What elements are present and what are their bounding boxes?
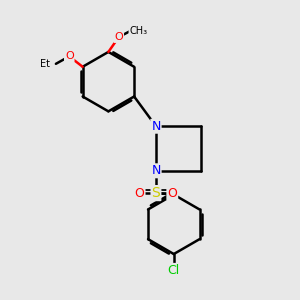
Text: Cl: Cl xyxy=(168,264,180,277)
Text: S: S xyxy=(152,186,160,200)
Text: O: O xyxy=(135,187,145,200)
Text: Et: Et xyxy=(40,59,50,69)
Text: CH₃: CH₃ xyxy=(129,26,148,36)
Text: N: N xyxy=(151,164,160,177)
Text: O: O xyxy=(114,32,123,42)
Text: O: O xyxy=(167,187,177,200)
Text: N: N xyxy=(151,120,160,133)
Text: O: O xyxy=(65,51,74,62)
